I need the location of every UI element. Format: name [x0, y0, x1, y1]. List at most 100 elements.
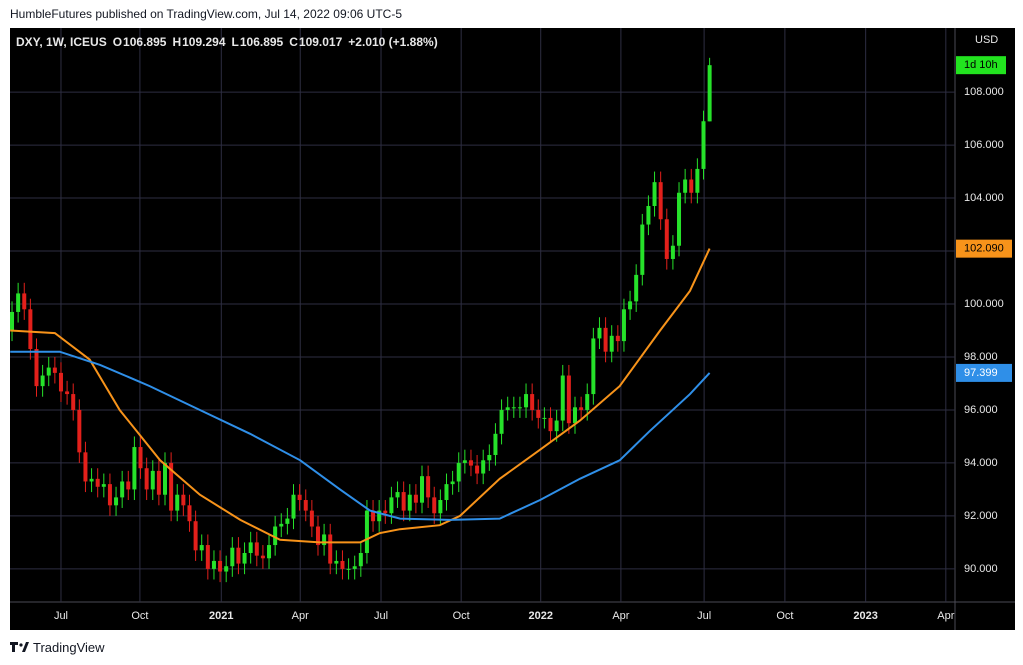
- candle-body: [517, 407, 522, 409]
- candle-body: [322, 534, 327, 546]
- candle-body: [236, 547, 241, 564]
- candle-body: [95, 478, 100, 487]
- candle-body: [462, 460, 467, 463]
- candle-body: [260, 555, 265, 559]
- y-tick-label: 92.000: [964, 510, 998, 522]
- candle-body: [615, 335, 620, 342]
- candle-body: [254, 542, 259, 556]
- candle-body: [640, 224, 645, 275]
- candle-body: [83, 452, 88, 482]
- candle-body: [371, 510, 376, 522]
- chart-background: [10, 28, 1015, 630]
- candle-body: [554, 420, 559, 432]
- candle-body: [634, 274, 639, 302]
- legend-label: O: [112, 35, 123, 49]
- y-tick-label: 100.000: [964, 298, 1004, 310]
- x-tick-label: Jul: [374, 610, 388, 622]
- candle-body: [677, 192, 682, 246]
- candle-body: [560, 375, 565, 421]
- candle-body: [670, 245, 675, 259]
- candle-body: [536, 409, 541, 418]
- candle-body: [28, 309, 33, 350]
- candle-body: [364, 510, 369, 553]
- price-tag-label: 102.090: [964, 243, 1004, 255]
- axes: 90.000 92.000 94.000 96.000 98.000 100.000 102…: [54, 56, 1012, 622]
- candle-body: [572, 407, 577, 424]
- candle-body: [701, 121, 706, 169]
- candle-body: [401, 492, 406, 511]
- candle-body: [46, 367, 51, 376]
- candle-body: [71, 394, 76, 410]
- x-tick-label: 2022: [528, 610, 552, 622]
- candle-body: [591, 338, 596, 395]
- candle-body: [175, 494, 180, 511]
- candle-body: [211, 560, 216, 569]
- candle-body: [621, 309, 626, 342]
- ohlc-legend: DXY, 1W, ICEUS O 106.895 H 109.294 L 106.89…: [16, 35, 439, 49]
- candle-body: [628, 301, 633, 310]
- candle-body: [438, 500, 443, 514]
- candle-body: [487, 454, 492, 461]
- y-tick-label: 106.000: [964, 139, 1004, 151]
- candle-body: [499, 409, 504, 434]
- candle-body: [303, 500, 308, 511]
- candle-body: [511, 407, 516, 409]
- candle-body: [267, 545, 272, 559]
- candle-body: [505, 407, 510, 410]
- candle-body: [658, 182, 663, 220]
- candle-body: [652, 182, 657, 207]
- candle-body: [34, 349, 39, 387]
- candle-body: [156, 470, 161, 495]
- candle-body: [297, 494, 302, 501]
- price-tag: [956, 239, 1012, 258]
- candle-body: [358, 552, 363, 567]
- candle-body: [389, 497, 394, 514]
- candle-body: [585, 394, 590, 410]
- candle-body: [383, 510, 388, 514]
- candle-body: [597, 327, 602, 339]
- candle-body: [603, 327, 608, 352]
- candle-body: [40, 375, 45, 387]
- moving-average: [10, 350, 711, 521]
- candle-body: [279, 523, 284, 527]
- candle-body: [77, 409, 82, 453]
- currency-label: USD: [975, 34, 998, 46]
- candle-body: [285, 518, 290, 524]
- candle-body: [524, 394, 529, 408]
- candle-body: [664, 219, 669, 259]
- candle-body: [548, 417, 553, 432]
- candle-body: [291, 494, 296, 519]
- logo-icon: [22, 642, 29, 652]
- candle-body: [58, 372, 63, 392]
- tradingview-logo: [10, 642, 29, 652]
- candle-body: [65, 391, 70, 395]
- legend-label: C: [289, 35, 298, 49]
- publish-header: HumbleFutures published on TradingView.c…: [10, 7, 402, 21]
- candle-body: [695, 168, 700, 193]
- candle-body: [193, 521, 198, 551]
- legend-label: H: [172, 35, 182, 49]
- y-tick-label: 104.000: [964, 192, 1004, 204]
- candle-body: [432, 497, 437, 514]
- candle-body: [407, 494, 412, 511]
- candle-body: [395, 492, 400, 498]
- x-tick-label: Oct: [131, 610, 148, 622]
- candle-body: [242, 552, 247, 564]
- candle-body: [52, 367, 57, 373]
- candle-body: [609, 335, 614, 352]
- candle-body: [707, 65, 712, 122]
- x-tick-label: Apr: [612, 610, 629, 622]
- x-tick-label: Apr: [937, 610, 954, 622]
- x-tick-label: Oct: [776, 610, 793, 622]
- candle-body: [169, 462, 174, 511]
- footer-brand: TradingView: [33, 640, 105, 655]
- candle-body: [273, 526, 278, 546]
- candle-body: [163, 462, 168, 495]
- grid: [10, 28, 955, 602]
- candle-body: [144, 468, 149, 490]
- legend-value: 109.294: [182, 35, 226, 49]
- y-tick-label: 96.000: [964, 404, 998, 416]
- x-tick-label: Jul: [54, 610, 68, 622]
